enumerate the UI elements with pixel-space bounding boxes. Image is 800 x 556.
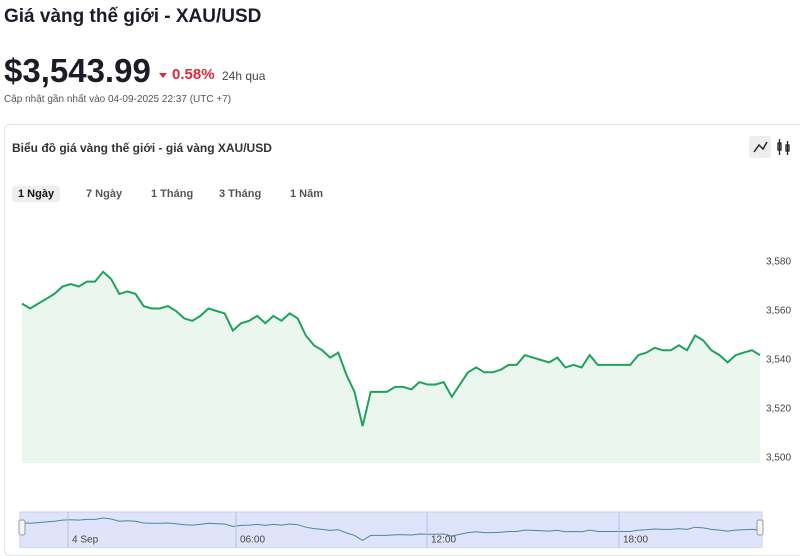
y-tick-label: 3,540 <box>766 355 791 366</box>
y-tick-label: 3,580 <box>766 257 791 268</box>
candle-toggle[interactable] <box>777 139 790 155</box>
range-tab[interactable]: 7 Ngày <box>86 188 123 200</box>
chart-title: Biểu đồ giá vàng thế giới - giá vàng XAU… <box>12 141 272 155</box>
updated: Cập nhật gần nhất vào 04-09-2025 22:37 (… <box>4 94 232 105</box>
navigator-label: 12:00 <box>431 535 456 546</box>
price-line <box>21 270 761 427</box>
range-tab[interactable]: 1 Ngày <box>12 186 61 202</box>
period: 24h qua <box>222 69 266 83</box>
navigator-line <box>21 517 761 541</box>
y-tick-label: 3,560 <box>766 306 791 317</box>
price: $3,543.99 <box>4 52 151 89</box>
navigator-label: 06:00 <box>240 535 265 546</box>
y-tick-label: 3,520 <box>766 404 791 415</box>
range-tab[interactable]: 3 Tháng <box>219 188 262 200</box>
line-icon <box>753 141 768 153</box>
navigator-label: 4 Sep <box>72 535 99 546</box>
navigator[interactable] <box>19 511 763 548</box>
navigator-handle <box>756 519 764 536</box>
range-tab[interactable]: 1 Năm <box>290 188 324 200</box>
change: 0.58% <box>159 66 215 83</box>
y-tick-label: 3,500 <box>766 453 791 464</box>
navigator-handle <box>18 519 26 536</box>
range-tab[interactable]: 1 Tháng <box>151 188 194 200</box>
area <box>22 271 760 463</box>
navigator-label: 18:00 <box>623 535 648 546</box>
page-title: Giá vàng thế giới - XAU/USD <box>4 6 262 27</box>
